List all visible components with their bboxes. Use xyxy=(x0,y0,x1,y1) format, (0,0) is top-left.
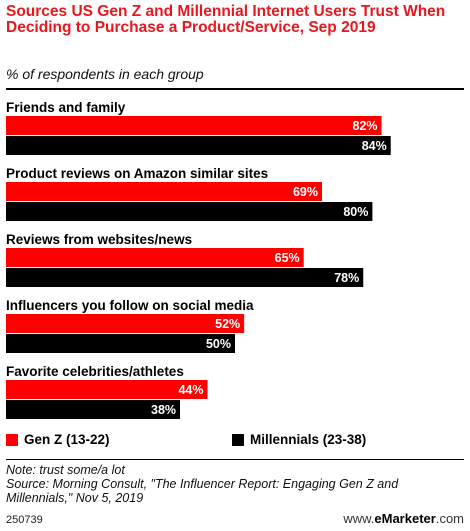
logo-name: eMarketer xyxy=(374,511,436,526)
chart-subtitle: % of respondents in each group xyxy=(6,66,204,82)
footer-divider xyxy=(6,459,464,460)
bar-millennials xyxy=(6,268,364,287)
category-label: Reviews from websites/news xyxy=(6,232,192,247)
bar-genz xyxy=(6,380,208,399)
logo-suffix: .com xyxy=(435,511,464,526)
bar-chart: Friends and family 82% 84% Product reviews … xyxy=(6,100,391,419)
category-label: Favorite celebrities/athletes xyxy=(6,364,184,379)
category-label: Friends and family xyxy=(6,100,126,115)
legend: Gen Z (13-22) Millennials (23-38) xyxy=(6,432,466,450)
bar-genz xyxy=(6,116,382,135)
chart-id: 250739 xyxy=(6,514,43,526)
legend-item-millennials: Millennials (23-38) xyxy=(232,432,366,448)
legend-item-genz: Gen Z (13-22) xyxy=(6,432,110,448)
bar-millennials xyxy=(6,334,235,353)
bar-genz xyxy=(6,182,323,201)
source-text: Source: Morning Consult, "The Influencer… xyxy=(6,477,399,505)
value-label: 38% xyxy=(151,403,176,417)
value-label: 50% xyxy=(206,337,231,351)
value-label: 78% xyxy=(334,271,359,285)
value-label: 84% xyxy=(362,139,387,153)
value-label: 69% xyxy=(293,185,318,199)
logo-prefix: www. xyxy=(343,511,375,526)
footnotes: Note: trust some/a lot Source: Morning C… xyxy=(6,463,466,505)
note-text: Note: trust some/a lot xyxy=(6,463,125,477)
bar-genz xyxy=(6,248,304,267)
legend-swatch-millennials xyxy=(232,434,244,446)
category-label: Influencers you follow on social media xyxy=(6,298,254,313)
value-label: 44% xyxy=(178,383,203,397)
category-label: Product reviews on Amazon similar sites xyxy=(6,166,268,181)
value-label: 82% xyxy=(353,119,378,133)
legend-label-millennials: Millennials (23-38) xyxy=(250,432,367,447)
value-label: 65% xyxy=(275,251,300,265)
bar-millennials xyxy=(6,136,391,155)
legend-label-genz: Gen Z (13-22) xyxy=(24,432,110,447)
bar-genz xyxy=(6,314,245,333)
top-divider xyxy=(6,88,464,90)
bar-millennials xyxy=(6,400,181,419)
bar-millennials xyxy=(6,202,373,221)
legend-swatch-genz xyxy=(6,434,18,446)
chart-title: Sources US Gen Z and Millennial Internet… xyxy=(6,3,446,36)
emarketer-logo: www.eMarketer.com xyxy=(343,511,464,526)
value-label: 52% xyxy=(215,317,240,331)
value-label: 80% xyxy=(343,205,368,219)
